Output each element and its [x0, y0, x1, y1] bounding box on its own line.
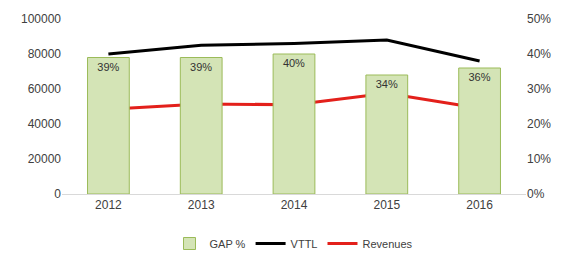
svg-text:2016: 2016: [466, 198, 493, 212]
svg-text:2013: 2013: [188, 198, 215, 212]
svg-text:20000: 20000: [28, 152, 62, 166]
svg-text:100000: 100000: [21, 12, 61, 26]
svg-text:2015: 2015: [373, 198, 400, 212]
svg-text:60000: 60000: [28, 82, 62, 96]
svg-text:34%: 34%: [376, 78, 398, 90]
svg-text:GAP %: GAP %: [210, 238, 246, 250]
svg-text:30%: 30%: [527, 82, 551, 96]
svg-text:40000: 40000: [28, 117, 62, 131]
svg-text:20%: 20%: [527, 117, 551, 131]
svg-text:10%: 10%: [527, 152, 551, 166]
svg-text:39%: 39%: [97, 61, 119, 73]
svg-text:Revenues: Revenues: [362, 238, 412, 250]
svg-text:2014: 2014: [281, 198, 308, 212]
svg-text:0%: 0%: [527, 187, 545, 201]
svg-text:VTTL: VTTL: [291, 238, 318, 250]
svg-text:40%: 40%: [527, 47, 551, 61]
svg-text:39%: 39%: [190, 61, 212, 73]
svg-text:50%: 50%: [527, 12, 551, 26]
svg-text:0: 0: [54, 187, 61, 201]
svg-text:36%: 36%: [468, 71, 490, 83]
svg-text:2012: 2012: [95, 198, 122, 212]
svg-text:40%: 40%: [283, 57, 305, 69]
svg-text:80000: 80000: [28, 47, 62, 61]
